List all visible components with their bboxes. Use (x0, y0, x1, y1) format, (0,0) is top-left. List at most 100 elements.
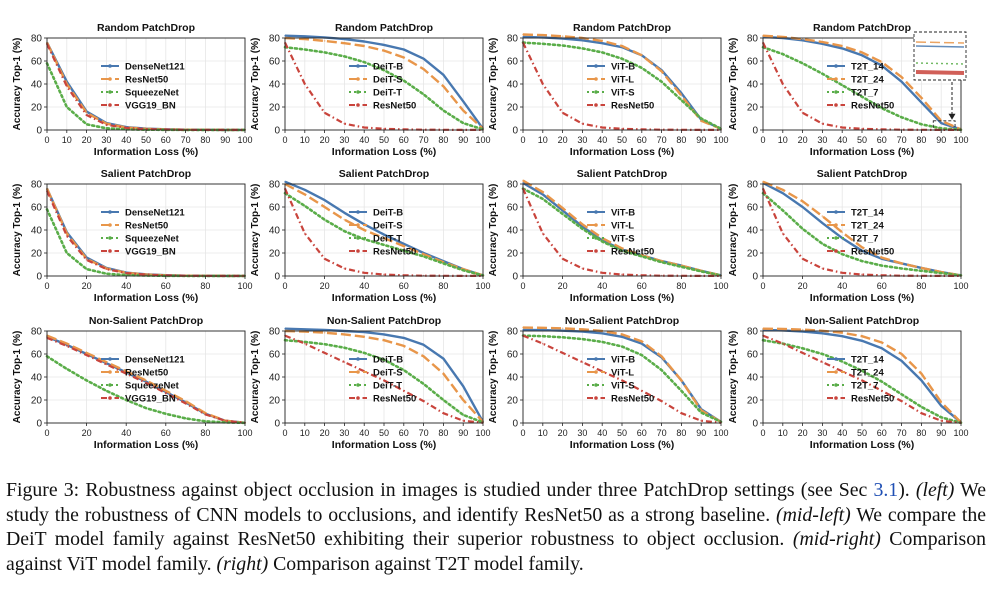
legend-label-resnet50: ResNet50 (611, 101, 654, 112)
legend-label-densenet121: DenseNet121 (125, 208, 185, 219)
data-point-vgg19-bn (224, 419, 227, 422)
data-point-vit-b (522, 35, 524, 38)
x-tick-label: 80 (438, 281, 448, 291)
data-point-vit-s (561, 44, 564, 47)
data-point-vit-b (522, 328, 524, 331)
x-tick-label: 10 (62, 135, 72, 145)
legend-label-vgg19-bn: VGG19_BN (125, 101, 176, 112)
data-point-deit-b (442, 73, 445, 76)
legend-marker-deit-s (356, 77, 360, 81)
legend-marker-resnet50 (594, 249, 598, 253)
data-point-deit-t (323, 51, 326, 54)
data-point-vgg19-bn (184, 402, 187, 405)
x-tick-label: 70 (419, 135, 429, 145)
data-point-vit-s (561, 336, 564, 339)
data-point-deit-s (303, 38, 306, 41)
x-tick-label: 50 (379, 428, 389, 438)
data-point-vit-s (601, 240, 604, 243)
data-point-deit-t (323, 343, 326, 346)
x-tick-label: 10 (538, 135, 548, 145)
legend-label-vit-s: ViT-S (611, 88, 635, 99)
x-tick-label: 40 (837, 135, 847, 145)
data-point-deit-b (383, 333, 385, 336)
chart-title: Non-Salient PatchDrop (565, 315, 679, 327)
legend-label-squeezenet: SqueezeNet (125, 234, 180, 245)
y-tick-label: 60 (269, 57, 281, 68)
y-tick-label: 40 (31, 80, 43, 91)
zoom-inset-line-resnet50 (915, 70, 965, 75)
data-point-resnet50 (861, 273, 863, 276)
chart-3-3: 0 20 40 60 80 0 10 20 30 40 50 60 70 80 90 100 Non-Salie… (488, 315, 729, 451)
legend-label-resnet50: ResNet50 (373, 394, 416, 405)
section-reference-link[interactable]: 3.1 (873, 479, 899, 501)
y-tick-label: 20 (269, 103, 281, 114)
data-point-t2t-7 (781, 209, 784, 212)
data-point-resnet50 (621, 127, 623, 130)
data-point-resnet50 (781, 83, 784, 85)
legend-label-t2t-24: T2T_24 (851, 75, 884, 86)
data-point-deit-s (442, 85, 445, 88)
data-point-vit-s (680, 265, 683, 268)
y-tick-label: 20 (31, 396, 43, 407)
x-tick-label: 30 (817, 428, 827, 438)
data-point-squeezenet (204, 420, 207, 423)
data-point-resnet50 (801, 351, 804, 354)
data-point-deit-t (402, 79, 405, 82)
x-tick-label: 80 (916, 135, 926, 145)
x-tick-label: 40 (359, 281, 369, 291)
data-point-t2t-24 (861, 335, 863, 338)
x-tick-label: 30 (339, 135, 349, 145)
data-point-t2t-24 (900, 76, 903, 78)
x-tick-label: 50 (141, 135, 151, 145)
data-point-vgg19-bn (65, 234, 68, 237)
legend-marker-resnet50 (356, 396, 360, 400)
data-point-squeezenet (125, 399, 128, 401)
data-point-deit-t (462, 269, 465, 272)
data-point-squeezenet (85, 268, 88, 270)
y-axis-label: Accuracy Top-1 (%) (12, 184, 23, 277)
y-axis-label: Accuracy Top-1 (%) (12, 38, 23, 131)
legend-marker-resnet50 (594, 396, 598, 400)
data-point-vit-s (640, 354, 643, 357)
data-point-t2t-7 (821, 72, 824, 75)
x-tick-label: 20 (82, 281, 92, 291)
y-tick-label: 80 (269, 327, 281, 338)
data-point-deit-s (422, 253, 425, 256)
legend-label-vgg19-bn: VGG19_BN (125, 394, 176, 405)
data-point-resnet50 (601, 126, 604, 129)
data-point-resnet50 (343, 267, 346, 270)
data-point-vgg19-bn (145, 273, 147, 276)
legend-marker-deit-s (356, 370, 360, 374)
data-point-vgg19-bn (145, 128, 147, 130)
x-tick-label: 80 (200, 135, 210, 145)
data-point-deit-t (442, 109, 445, 112)
x-tick-label: 60 (877, 135, 887, 145)
x-axis-label: Information Loss (%) (810, 146, 914, 158)
x-tick-label: 80 (916, 281, 926, 291)
legend-marker-vit-b (594, 357, 598, 361)
data-point-t2t-7 (880, 264, 883, 267)
data-point-t2t-24 (821, 41, 824, 43)
data-point-t2t-7 (801, 347, 804, 350)
legend-label-resnet50: ResNet50 (373, 247, 416, 258)
data-point-squeezenet (65, 106, 68, 108)
series-line-densenet121 (45, 188, 245, 278)
x-tick-label: 0 (282, 428, 287, 438)
data-point-resnet50 (303, 83, 306, 85)
y-tick-label: 40 (747, 226, 759, 237)
legend-label-deit-s: DeiT-S (373, 221, 403, 232)
data-point-t2t-14 (861, 54, 863, 57)
data-point-t2t-24 (920, 267, 923, 269)
x-tick-label: 60 (877, 281, 887, 291)
y-axis-label: Accuracy Top-1 (%) (488, 331, 499, 424)
y-tick-label: 40 (31, 226, 43, 237)
data-point-t2t-14 (841, 47, 844, 50)
y-tick-label: 40 (31, 373, 43, 384)
data-point-resnet50 (700, 419, 703, 422)
legend-marker-deit-t (356, 90, 360, 94)
chart-3-4: 0 20 40 60 80 0 10 20 30 40 50 60 70 80 90 100 Non-Salie… (728, 315, 969, 451)
data-point-squeezenet (125, 274, 128, 276)
x-tick-label: 100 (237, 281, 252, 291)
data-point-resnet50 (940, 419, 943, 422)
data-point-deit-t (383, 69, 385, 72)
